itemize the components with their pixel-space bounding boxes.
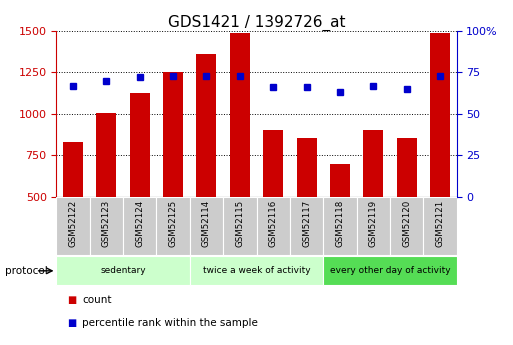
Text: GSM52122: GSM52122 xyxy=(69,199,77,247)
Bar xyxy=(323,197,357,255)
Text: count: count xyxy=(82,295,112,305)
Bar xyxy=(63,142,83,197)
Bar xyxy=(56,197,90,255)
Bar xyxy=(357,197,390,255)
Bar xyxy=(190,256,323,285)
Bar xyxy=(230,33,250,197)
Bar xyxy=(297,138,317,197)
Bar xyxy=(363,130,383,197)
Bar xyxy=(330,164,350,197)
Title: GDS1421 / 1392726_at: GDS1421 / 1392726_at xyxy=(168,15,345,31)
Bar xyxy=(390,197,423,255)
Text: sedentary: sedentary xyxy=(101,266,146,275)
Bar xyxy=(96,113,116,197)
Text: percentile rank within the sample: percentile rank within the sample xyxy=(82,318,258,327)
Bar xyxy=(156,197,190,255)
Bar xyxy=(130,93,150,197)
Text: every other day of activity: every other day of activity xyxy=(329,266,450,275)
Bar xyxy=(323,256,457,285)
Text: GSM52120: GSM52120 xyxy=(402,199,411,247)
Text: GSM52124: GSM52124 xyxy=(135,199,144,247)
Bar xyxy=(430,33,450,197)
Text: GSM52115: GSM52115 xyxy=(235,199,244,247)
Text: GSM52118: GSM52118 xyxy=(336,199,344,247)
Text: GSM52121: GSM52121 xyxy=(436,199,444,247)
Text: ■: ■ xyxy=(67,295,76,305)
Bar xyxy=(263,130,283,197)
Text: GSM52125: GSM52125 xyxy=(169,199,177,247)
Bar xyxy=(290,197,323,255)
Bar xyxy=(223,197,256,255)
Text: twice a week of activity: twice a week of activity xyxy=(203,266,310,275)
Bar xyxy=(90,197,123,255)
Text: GSM52116: GSM52116 xyxy=(269,199,278,247)
Bar xyxy=(423,197,457,255)
Text: protocol: protocol xyxy=(5,266,48,276)
Text: GSM52123: GSM52123 xyxy=(102,199,111,247)
Bar xyxy=(397,138,417,197)
Text: ■: ■ xyxy=(67,318,76,327)
Text: GSM52117: GSM52117 xyxy=(302,199,311,247)
Bar xyxy=(190,197,223,255)
Text: GSM52119: GSM52119 xyxy=(369,199,378,247)
Bar xyxy=(123,197,156,255)
Bar xyxy=(163,72,183,197)
Text: GSM52114: GSM52114 xyxy=(202,199,211,247)
Bar xyxy=(196,54,216,197)
Bar xyxy=(256,197,290,255)
Bar xyxy=(56,256,190,285)
